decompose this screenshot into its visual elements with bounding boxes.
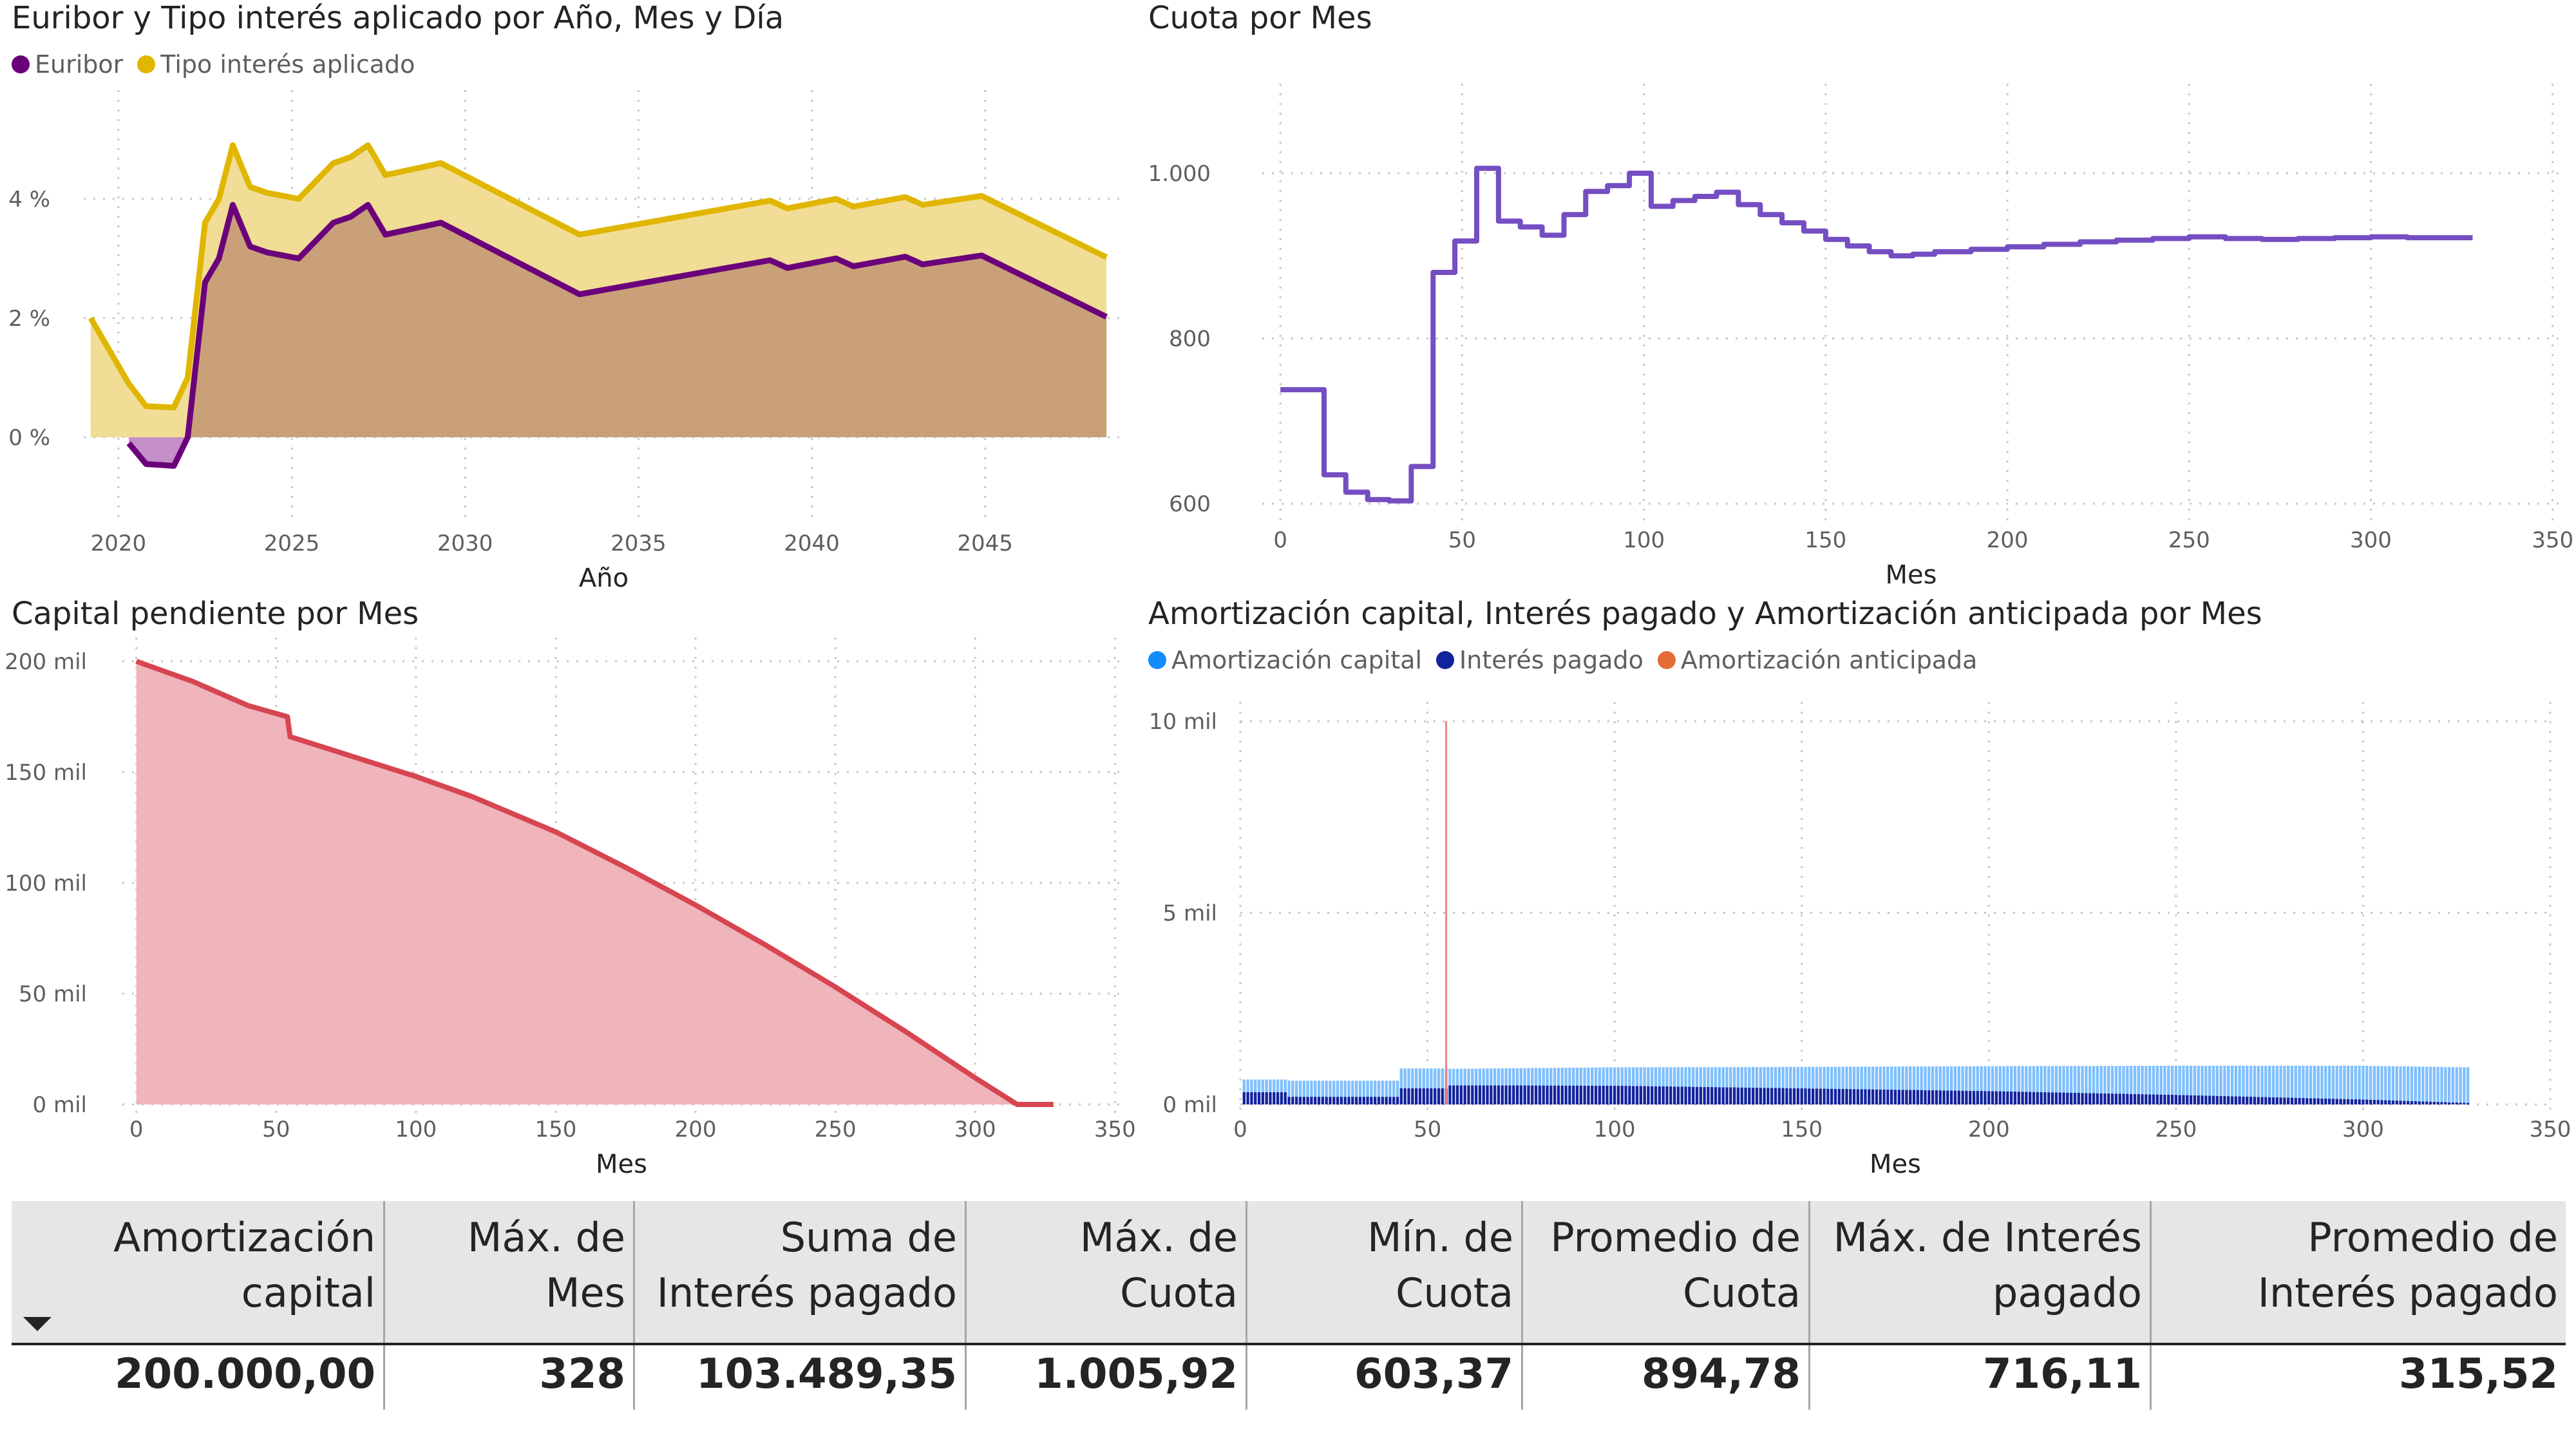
header-label: Máx. de Interés pagado (1833, 1214, 2142, 1316)
header-label: Promedio de Cuota (1550, 1214, 1801, 1316)
table-cell: 1.005,92 (967, 1345, 1247, 1410)
legend: Euribor Tipo interés aplicado (12, 50, 429, 79)
table-cell: 200.000,00 (12, 1345, 385, 1410)
legend-item-tipo[interactable]: Tipo interés aplicado (137, 50, 415, 79)
header-label: Amortización capital (113, 1214, 375, 1316)
table-cell: 315,52 (2399, 1350, 2558, 1398)
legend-label: Interés pagado (1459, 646, 1643, 674)
chart-title: Amortización capital, Interés pagado y A… (1148, 596, 2262, 632)
table-cell: 103.489,35 (635, 1345, 967, 1410)
legend-item-amortizacion-capital[interactable]: Amortización capital (1148, 646, 1422, 674)
column-header[interactable]: Máx. de Interés pagado (1810, 1201, 2152, 1343)
table-cell: 603,37 (1247, 1345, 1523, 1410)
table-cell: 894,78 (1523, 1345, 1810, 1410)
legend-dot (1148, 651, 1166, 669)
table-cell: 328 (385, 1345, 635, 1410)
legend-label: Amortización capital (1171, 646, 1423, 674)
legend-label: Tipo interés aplicado (160, 50, 415, 79)
table-row: 200.000,00 328 103.489,35 1.005,92 603,3… (12, 1345, 2566, 1410)
column-header[interactable]: Suma de Interés pagado (635, 1201, 967, 1343)
legend: Amortización capital Interés pagado Amor… (1148, 646, 1991, 674)
header-label: Promedio de Interés pagado (2257, 1214, 2558, 1316)
legend-dot (1436, 651, 1455, 669)
legend-item-interes-pagado[interactable]: Interés pagado (1436, 646, 1643, 674)
header-label: Máx. de Mes (467, 1214, 625, 1316)
legend-label: Euribor (35, 50, 124, 79)
chart-title: Cuota por Mes (1148, 0, 1372, 36)
chart-title: Euribor y Tipo interés aplicado por Año,… (12, 0, 784, 36)
legend-label: Amortización anticipada (1680, 646, 1978, 674)
summary-table: Amortización capital Máx. de Mes Suma de… (12, 1201, 2566, 1410)
cuota-chart-panel: Cuota por Mes (1148, 0, 2565, 580)
table-cell: 716,11 (1810, 1345, 2152, 1410)
column-header[interactable]: Máx. de Mes (385, 1201, 635, 1343)
capital-chart-panel: Capital pendiente por Mes (12, 596, 1132, 1175)
column-header[interactable]: Amortización capital (12, 1201, 385, 1343)
legend-dot (137, 55, 156, 73)
header-label: Máx. de Cuota (1079, 1214, 1238, 1316)
column-header[interactable]: Promedio de Cuota (1523, 1201, 1810, 1343)
amortizacion-chart-panel: Amortización capital, Interés pagado y A… (1148, 596, 2565, 1175)
column-header[interactable]: Mín. de Cuota (1247, 1201, 1523, 1343)
table-header-row: Amortización capital Máx. de Mes Suma de… (12, 1201, 2566, 1345)
chart-title: Capital pendiente por Mes (12, 596, 419, 632)
legend-item-amortizacion-anticipada[interactable]: Amortización anticipada (1657, 646, 1978, 674)
legend-dot (12, 55, 30, 73)
legend-dot (1657, 651, 1676, 669)
euribor-chart-panel: Euribor y Tipo interés aplicado por Año,… (12, 0, 1132, 580)
column-header[interactable]: Máx. de Cuota (967, 1201, 1247, 1343)
header-label: Mín. de Cuota (1367, 1214, 1513, 1316)
header-label: Suma de Interés pagado (656, 1214, 957, 1316)
column-header[interactable]: Promedio de Interés pagado (2152, 1201, 2566, 1343)
legend-item-euribor[interactable]: Euribor (12, 50, 123, 79)
sort-descending-icon[interactable] (23, 1317, 52, 1331)
